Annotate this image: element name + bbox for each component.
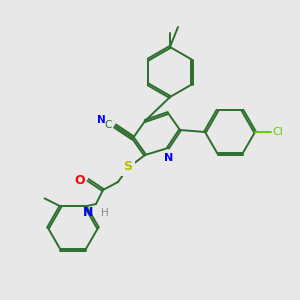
Text: O: O: [74, 173, 85, 187]
Text: S: S: [124, 160, 133, 173]
Text: N: N: [164, 153, 174, 163]
Text: Cl: Cl: [272, 127, 283, 137]
Text: H: H: [101, 208, 109, 218]
Text: N: N: [82, 206, 93, 219]
Text: N: N: [97, 115, 106, 125]
Text: C: C: [105, 120, 112, 130]
